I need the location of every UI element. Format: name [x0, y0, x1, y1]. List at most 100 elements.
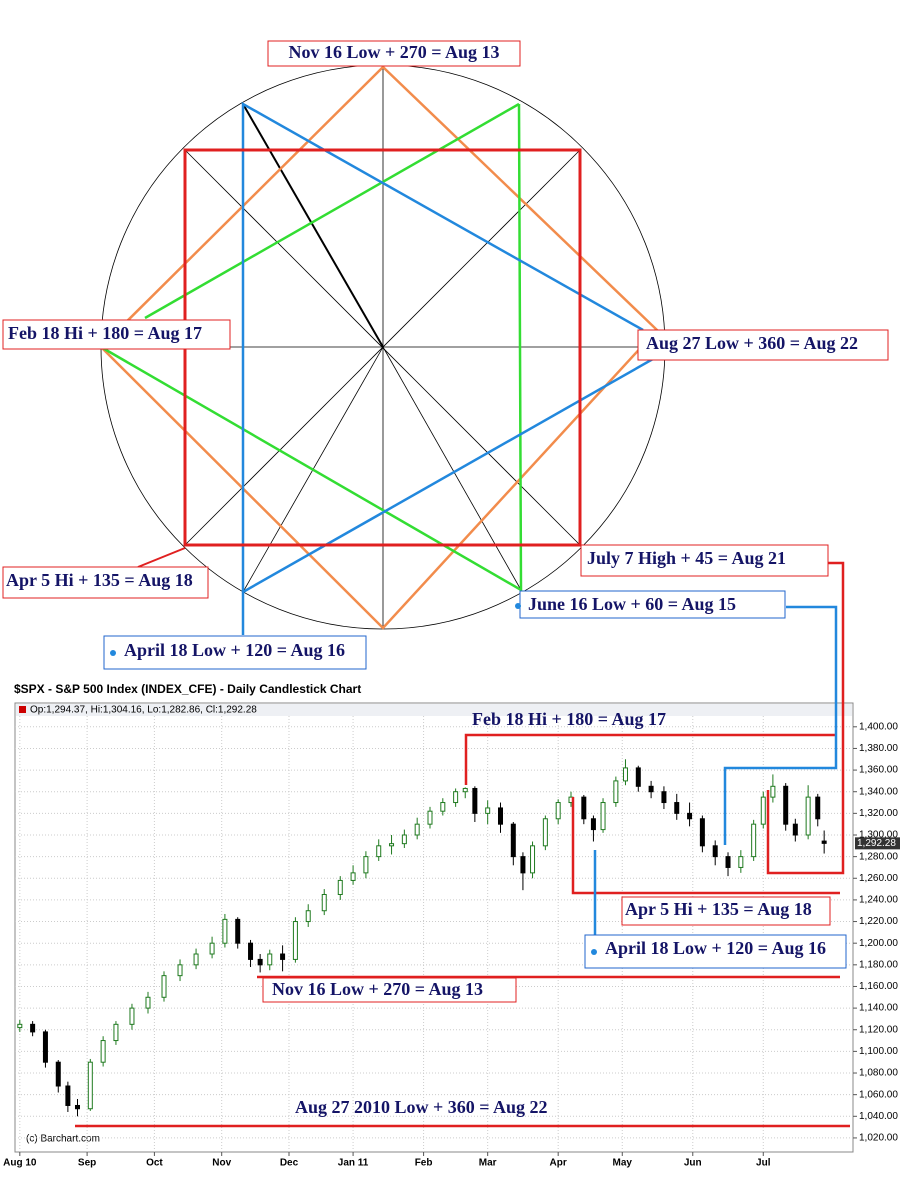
- candle-body: [699, 818, 705, 847]
- last-price-box: [855, 837, 900, 850]
- candle-body: [427, 810, 433, 825]
- candle-body: [305, 910, 311, 923]
- label-box: [580, 544, 829, 577]
- candle-body: [712, 845, 718, 858]
- x-tick-label: Jun: [684, 1158, 702, 1169]
- candle-body: [555, 802, 561, 820]
- candle-body: [177, 964, 183, 977]
- spoke: [242, 103, 384, 348]
- x-tick-label: Jan 11: [338, 1158, 369, 1169]
- candle-body: [30, 1023, 36, 1033]
- bullet: [515, 603, 521, 609]
- x-tick-label: Nov: [212, 1158, 231, 1169]
- connector: [571, 797, 840, 895]
- bullet: [110, 650, 116, 656]
- blue-line: [242, 353, 661, 594]
- label-box: [267, 40, 521, 67]
- candle-body: [235, 918, 241, 944]
- candle-body: [648, 785, 654, 793]
- candle-body: [462, 787, 468, 793]
- diagram-label: July 7 High + 45 = Aug 21: [587, 548, 786, 568]
- green-line: [100, 103, 523, 593]
- candle-body: [622, 767, 628, 782]
- spoke: [382, 346, 522, 591]
- connector: [137, 547, 186, 568]
- chart-title: $SPX - S&P 500 Index (INDEX_CFE) - Daily…: [14, 682, 361, 696]
- y-tick-label: 1,300.00: [859, 830, 898, 841]
- candle-body: [821, 840, 827, 844]
- candle-body: [248, 942, 254, 960]
- credit: (c) Barchart.com: [26, 1134, 100, 1145]
- candle-body: [661, 791, 667, 804]
- y-tick-label: 1,080.00: [859, 1068, 898, 1079]
- info-marker: [19, 706, 26, 713]
- y-tick-label: 1,200.00: [859, 938, 898, 949]
- y-tick-label: 1,400.00: [859, 721, 898, 732]
- last-price-label: 1,292.28: [857, 838, 896, 849]
- info-text: Op:1,294.37, Hi:1,304.16, Lo:1,282.86, C…: [30, 705, 257, 716]
- label-box: [637, 329, 889, 361]
- label-box: [262, 977, 517, 1003]
- y-tick-label: 1,060.00: [859, 1089, 898, 1100]
- y-tick-label: 1,160.00: [859, 981, 898, 992]
- candle-body: [815, 796, 821, 820]
- candle-body: [129, 1007, 135, 1025]
- candle-body: [414, 823, 420, 836]
- blue-line: [241, 101, 644, 635]
- candle-body: [100, 1040, 106, 1063]
- candle-body: [635, 767, 641, 787]
- y-tick-label: 1,360.00: [859, 765, 898, 776]
- diagram-label: Nov 16 Low + 270 = Aug 13: [288, 42, 499, 62]
- diagram-label: June 16 Low + 60 = Aug 15: [528, 594, 736, 614]
- connector: [464, 733, 836, 785]
- candle-body: [337, 879, 343, 896]
- diagram-label: Aug 27 Low + 360 = Aug 22: [646, 333, 858, 353]
- diagram-label: Apr 5 Hi + 135 = Aug 18: [6, 570, 193, 590]
- red-square: [183, 148, 582, 547]
- candle-body: [145, 996, 151, 1009]
- connectors: [75, 561, 850, 1128]
- candles: [17, 759, 827, 1117]
- candle-body: [113, 1023, 119, 1042]
- y-tick-label: 1,020.00: [859, 1133, 898, 1144]
- annotation: April 18 Low + 120 = Aug 16: [605, 938, 826, 958]
- candle-body: [389, 843, 395, 847]
- x-tick-label: Sep: [78, 1158, 96, 1169]
- diagram-label: April 18 Low + 120 = Aug 16: [124, 640, 345, 660]
- candle-body: [783, 785, 789, 825]
- candle-body: [376, 845, 382, 858]
- connector: [766, 561, 845, 875]
- candle-body: [687, 812, 693, 820]
- label-box: [2, 566, 209, 599]
- candle-body: [42, 1031, 48, 1063]
- x-tick-label: Apr: [550, 1158, 567, 1169]
- x-tick-label: Oct: [146, 1158, 163, 1169]
- y-tick-label: 1,320.00: [859, 808, 898, 819]
- candle-body: [805, 796, 811, 836]
- candle-body: [485, 807, 491, 814]
- candle-body: [590, 818, 596, 831]
- bullet: [591, 949, 597, 955]
- candle-body: [453, 791, 459, 804]
- y-tick-label: 1,240.00: [859, 895, 898, 906]
- y-tick-label: 1,220.00: [859, 916, 898, 927]
- green-line: [144, 102, 520, 320]
- annotation: Aug 27 2010 Low + 360 = Aug 22: [295, 1097, 548, 1117]
- y-tick-label: 1,380.00: [859, 743, 898, 754]
- diagram-label: Feb 18 Hi + 180 = Aug 17: [8, 323, 202, 343]
- y-tick-label: 1,140.00: [859, 1003, 898, 1014]
- label-box: [519, 590, 786, 619]
- candle-body: [581, 796, 587, 820]
- candle-body: [55, 1061, 61, 1087]
- candle-body: [674, 802, 680, 814]
- candle-body: [770, 785, 776, 798]
- candle-body: [17, 1023, 23, 1029]
- candle-body: [267, 953, 273, 966]
- candle-body: [738, 856, 744, 868]
- y-tick-label: 1,100.00: [859, 1046, 898, 1057]
- info-bar: [16, 704, 852, 716]
- candle-body: [401, 834, 407, 845]
- x-tick-label: Jul: [756, 1158, 771, 1169]
- x-tick-label: May: [613, 1158, 633, 1169]
